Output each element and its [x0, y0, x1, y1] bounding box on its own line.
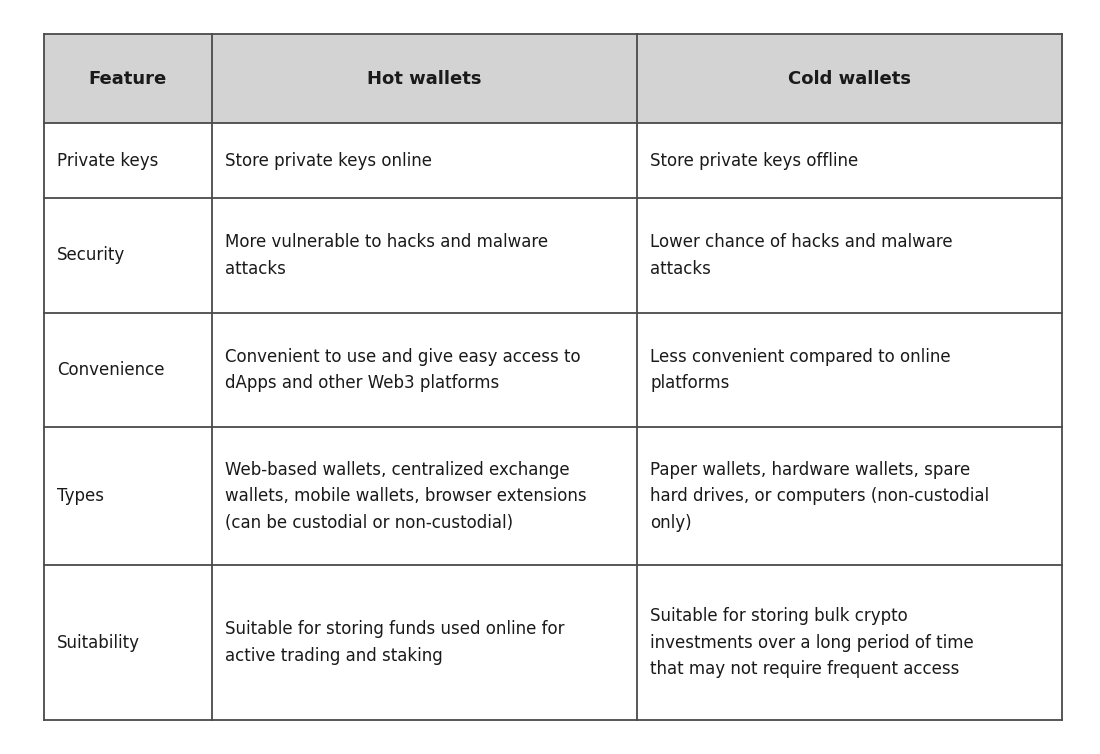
Text: Store private keys online: Store private keys online — [226, 152, 432, 170]
Text: Cold wallets: Cold wallets — [789, 69, 912, 87]
Text: Store private keys offline: Store private keys offline — [650, 152, 859, 170]
Text: Types: Types — [57, 487, 104, 505]
Text: Private keys: Private keys — [57, 152, 158, 170]
Text: Paper wallets, hardware wallets, spare
hard drives, or computers (non-custodial
: Paper wallets, hardware wallets, spare h… — [650, 461, 990, 532]
Text: Feature: Feature — [89, 69, 167, 87]
Text: Hot wallets: Hot wallets — [367, 69, 482, 87]
Text: Suitability: Suitability — [57, 633, 140, 651]
Text: Suitable for storing bulk crypto
investments over a long period of time
that may: Suitable for storing bulk crypto investm… — [650, 607, 975, 678]
Text: Suitable for storing funds used online for
active trading and staking: Suitable for storing funds used online f… — [226, 621, 564, 665]
Text: Lower chance of hacks and malware
attacks: Lower chance of hacks and malware attack… — [650, 233, 953, 277]
Text: More vulnerable to hacks and malware
attacks: More vulnerable to hacks and malware att… — [226, 233, 548, 277]
Text: Security: Security — [57, 247, 125, 265]
Bar — [637, 124, 1063, 198]
Bar — [212, 124, 637, 198]
Bar — [44, 124, 212, 198]
Text: Convenient to use and give easy access to
dApps and other Web3 platforms: Convenient to use and give easy access t… — [226, 348, 581, 392]
Text: Convenience: Convenience — [57, 361, 165, 379]
Text: Web-based wallets, centralized exchange
wallets, mobile wallets, browser extensi: Web-based wallets, centralized exchange … — [226, 461, 586, 532]
Text: Less convenient compared to online
platforms: Less convenient compared to online platf… — [650, 348, 952, 392]
